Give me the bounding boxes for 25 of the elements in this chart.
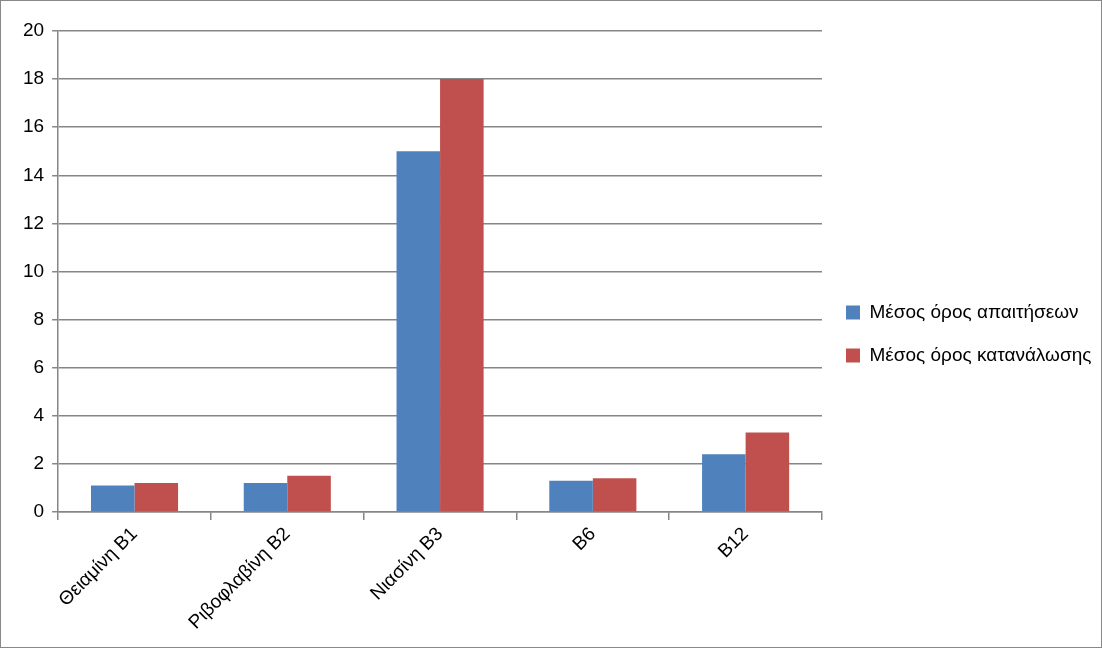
y-tick-label: 4 (33, 403, 45, 425)
bar (134, 483, 179, 512)
bar (90, 485, 135, 512)
y-tick-label: 6 (33, 355, 45, 377)
bar (396, 151, 441, 512)
x-tick-label: Β12 (713, 522, 753, 562)
y-tick-label: 18 (22, 67, 45, 89)
bar (702, 454, 746, 512)
bar (440, 79, 484, 512)
y-tick-label: 10 (22, 259, 45, 281)
bar (287, 475, 331, 512)
legend-label: Μέσος όρος κατανάλωσης (869, 343, 1092, 365)
bar (592, 478, 637, 512)
y-tick-label: 2 (33, 452, 45, 474)
legend-label: Μέσος όρος απαιτήσεων (869, 300, 1079, 322)
bar (243, 483, 288, 512)
y-tick-label: 8 (33, 307, 45, 329)
y-tick-label: 12 (22, 211, 45, 233)
y-tick-label: 20 (22, 19, 45, 41)
y-tick-label: 16 (22, 115, 45, 137)
bar (549, 480, 593, 512)
x-tick-label: Β6 (568, 522, 600, 554)
y-tick-label: 0 (33, 500, 45, 522)
bar (745, 432, 790, 512)
y-tick-label: 14 (22, 163, 45, 185)
